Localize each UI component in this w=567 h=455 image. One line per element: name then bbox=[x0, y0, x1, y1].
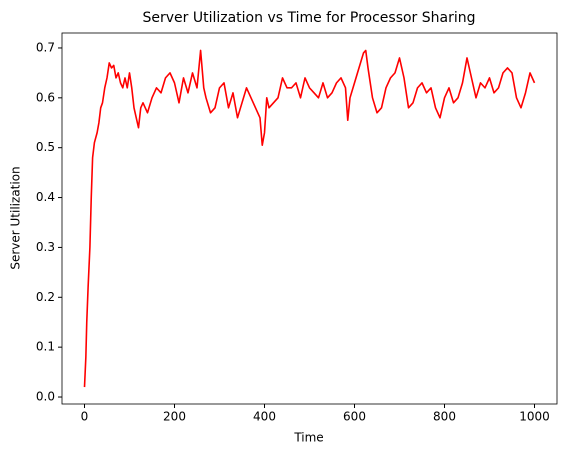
y-tick-label: 0.3 bbox=[36, 240, 55, 254]
data-line bbox=[83, 49, 536, 388]
x-tick-label: 1000 bbox=[519, 410, 550, 424]
y-tick-label: 0.6 bbox=[36, 90, 55, 104]
x-tick-label: 0 bbox=[81, 410, 89, 424]
x-axis-label: Time bbox=[293, 431, 323, 445]
y-tick-label: 0.2 bbox=[36, 290, 55, 304]
y-tick-label: 0.4 bbox=[36, 190, 55, 204]
chart-title: Server Utilization vs Time for Processor… bbox=[142, 10, 475, 26]
x-tick-label: 400 bbox=[253, 410, 276, 424]
y-axis-label: Server Utilization bbox=[9, 166, 23, 269]
y-tick-label: 0.0 bbox=[36, 390, 55, 404]
x-tick-label: 600 bbox=[343, 410, 366, 424]
y-tick-label: 0.1 bbox=[36, 340, 55, 354]
plot-frame bbox=[61, 32, 558, 405]
y-tick-label: 0.5 bbox=[36, 140, 55, 154]
x-tick-label: 200 bbox=[163, 410, 186, 424]
x-tick-label: 800 bbox=[433, 410, 456, 424]
y-tick-label: 0.7 bbox=[36, 40, 55, 54]
